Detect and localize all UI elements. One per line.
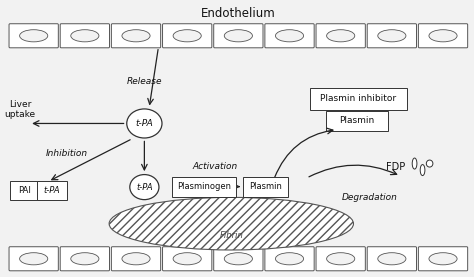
FancyBboxPatch shape [316,247,365,271]
Text: Endothelium: Endothelium [201,7,276,20]
Text: Inhibition: Inhibition [46,149,88,158]
Text: t-PA: t-PA [44,186,60,195]
Text: Release: Release [127,77,162,86]
Ellipse shape [327,30,355,42]
Text: Fibrin: Fibrin [219,231,243,240]
FancyBboxPatch shape [111,24,161,48]
Circle shape [426,160,433,167]
FancyBboxPatch shape [9,24,58,48]
FancyBboxPatch shape [367,24,417,48]
FancyBboxPatch shape [172,176,236,197]
Ellipse shape [122,253,150,265]
FancyBboxPatch shape [419,24,468,48]
Ellipse shape [429,30,457,42]
Ellipse shape [429,253,457,265]
FancyBboxPatch shape [265,247,314,271]
Ellipse shape [327,253,355,265]
FancyBboxPatch shape [316,24,365,48]
FancyBboxPatch shape [111,247,161,271]
FancyBboxPatch shape [163,247,212,271]
Ellipse shape [275,253,303,265]
Ellipse shape [412,158,417,169]
FancyBboxPatch shape [367,247,417,271]
Text: t-PA: t-PA [136,119,153,128]
Text: Degradation: Degradation [342,193,398,202]
FancyBboxPatch shape [60,247,109,271]
Text: PAI: PAI [18,186,30,195]
Ellipse shape [71,30,99,42]
FancyBboxPatch shape [265,24,314,48]
Ellipse shape [71,253,99,265]
Ellipse shape [378,253,406,265]
FancyBboxPatch shape [163,24,212,48]
Ellipse shape [109,198,354,250]
Ellipse shape [19,253,48,265]
Ellipse shape [224,253,253,265]
FancyBboxPatch shape [60,24,109,48]
Ellipse shape [127,109,162,138]
Text: Activation: Activation [192,161,237,171]
FancyBboxPatch shape [326,111,388,131]
Ellipse shape [173,30,201,42]
Ellipse shape [275,30,303,42]
Ellipse shape [378,30,406,42]
Text: Plasmin inhibitor: Plasmin inhibitor [320,94,396,103]
FancyBboxPatch shape [9,247,58,271]
Ellipse shape [122,30,150,42]
Ellipse shape [224,30,253,42]
Text: Plasminogen: Plasminogen [177,182,231,191]
Text: Liver
uptake: Liver uptake [4,100,36,119]
Text: Plasmin: Plasmin [339,116,374,125]
Ellipse shape [19,30,48,42]
FancyBboxPatch shape [243,176,288,197]
Ellipse shape [130,175,159,200]
Text: Plasmin: Plasmin [249,182,282,191]
Text: t-PA: t-PA [136,183,153,192]
FancyBboxPatch shape [419,247,468,271]
FancyBboxPatch shape [37,181,67,200]
Ellipse shape [420,165,425,176]
FancyBboxPatch shape [214,24,263,48]
FancyBboxPatch shape [9,181,39,200]
FancyBboxPatch shape [214,247,263,271]
Text: FDP: FDP [386,162,405,172]
Ellipse shape [173,253,201,265]
FancyBboxPatch shape [310,88,407,110]
